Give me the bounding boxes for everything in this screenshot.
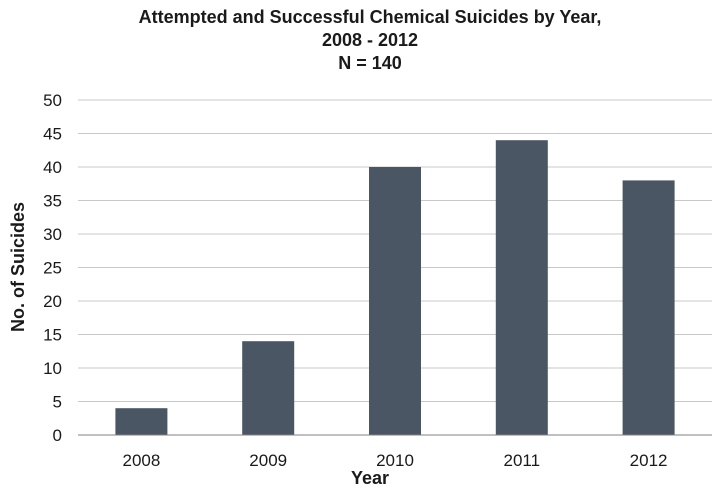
- bar-2012: [622, 180, 675, 435]
- x-axis-title: Year: [351, 468, 389, 488]
- y-tick-label: 15: [43, 326, 62, 345]
- y-tick-label: 30: [43, 225, 62, 244]
- bars: [115, 140, 675, 435]
- y-tick-label: 25: [43, 259, 62, 278]
- bar-2008: [115, 408, 168, 435]
- y-tick-label: 45: [43, 125, 62, 144]
- chart-title-line-2: 2008 - 2012: [322, 30, 418, 50]
- y-tick-label: 5: [53, 393, 62, 412]
- chart-title-line-3: N = 140: [338, 53, 402, 73]
- bar-2011: [495, 140, 548, 435]
- x-tick-label: 2008: [122, 451, 160, 470]
- y-tick-label: 0: [53, 426, 62, 445]
- y-tick-label: 20: [43, 292, 62, 311]
- y-tick-label: 35: [43, 192, 62, 211]
- y-tick-label: 40: [43, 158, 62, 177]
- bar-2010: [369, 167, 421, 435]
- x-tick-label: 2009: [249, 451, 287, 470]
- y-tick-label: 10: [43, 359, 62, 378]
- chart-title-line-1: Attempted and Successful Chemical Suicid…: [139, 7, 602, 27]
- y-axis-ticks: 0 5 10 15 20 25 30 35 40 45 50: [43, 91, 62, 445]
- x-axis-ticks: 2008 2009 2010 2011 2012: [122, 451, 667, 470]
- bar-2009: [242, 341, 295, 435]
- x-tick-label: 2010: [376, 451, 414, 470]
- x-tick-label: 2012: [630, 451, 668, 470]
- x-tick-label: 2011: [504, 451, 541, 470]
- y-axis-title: No. of Suicides: [8, 202, 28, 332]
- y-tick-label: 50: [43, 91, 62, 110]
